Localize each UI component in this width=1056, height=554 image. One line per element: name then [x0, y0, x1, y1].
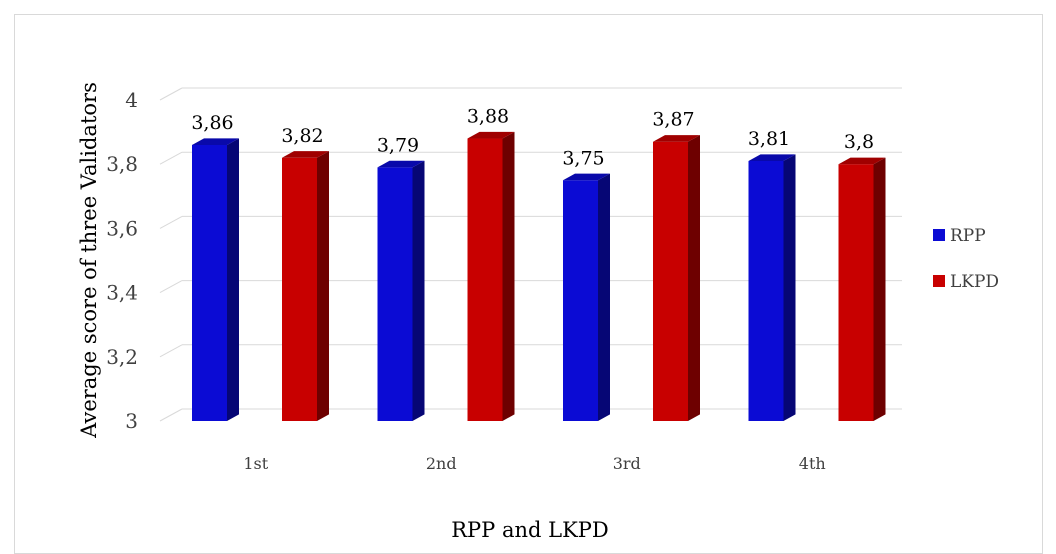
x-axis-ticks: 1st 2nd 3rd 4th — [243, 454, 825, 473]
bar-top — [192, 138, 239, 145]
gridline-depth — [159, 151, 183, 165]
bar-lkpd-1st — [282, 157, 317, 421]
data-label: 3,79 — [377, 134, 419, 156]
data-label: 3,86 — [191, 112, 233, 134]
data-label: 3,8 — [844, 131, 874, 153]
bar-side — [783, 154, 796, 421]
bar-rpp-1st — [192, 144, 227, 421]
x-tick-label: 2nd — [426, 454, 457, 473]
x-axis-title: RPP and LKPD — [451, 518, 609, 542]
bar-side — [873, 157, 886, 421]
bar-side — [598, 173, 610, 421]
legend-label-lkpd: LKPD — [950, 272, 999, 292]
data-labels: 3,86 3,82 3,79 3,88 3,75 3,87 3,81 3,8 — [191, 106, 874, 170]
data-label: 3,88 — [467, 106, 509, 128]
bar-side — [688, 135, 700, 421]
bar-top — [748, 154, 796, 161]
gridline-depth — [159, 87, 183, 101]
gridline-depth — [159, 408, 183, 422]
gridline-depth — [159, 280, 183, 294]
data-label: 3,81 — [748, 128, 790, 150]
data-label: 3,82 — [281, 125, 323, 147]
legend-swatch-rpp — [933, 229, 945, 241]
bar-side — [412, 160, 425, 421]
y-tick-label: 3,6 — [106, 216, 138, 240]
bar-top — [653, 135, 700, 142]
y-axis-ticks: 3 3,2 3,4 3,6 3,8 4 — [106, 88, 138, 433]
gridline-depth — [159, 215, 183, 229]
x-tick-label: 3rd — [613, 454, 641, 473]
y-tick-label: 3,4 — [106, 281, 138, 305]
bars — [192, 131, 886, 422]
bar-top — [377, 160, 425, 168]
gridline-depth — [159, 344, 183, 358]
x-tick-label: 1st — [243, 454, 268, 473]
bar-top — [838, 157, 886, 165]
bar-rpp-3rd — [563, 180, 598, 421]
bar-rpp-2nd — [377, 167, 413, 421]
y-tick-label: 4 — [125, 88, 138, 112]
y-tick-label: 3,8 — [106, 152, 138, 176]
bar-lkpd-2nd — [467, 138, 503, 421]
legend: RPP LKPD — [933, 226, 999, 292]
bar-side — [227, 138, 239, 421]
bar-side — [317, 151, 329, 421]
data-label: 3,87 — [652, 109, 694, 131]
y-tick-label: 3 — [125, 409, 138, 433]
legend-label-rpp: RPP — [950, 226, 986, 246]
x-tick-label: 4th — [799, 454, 826, 473]
legend-swatch-lkpd — [933, 275, 945, 287]
bar-rpp-4th — [748, 160, 784, 422]
bar-lkpd-3rd — [653, 141, 688, 422]
data-label: 3,75 — [562, 147, 604, 169]
bar-top — [563, 173, 610, 181]
bar-lkpd-4th — [838, 164, 874, 421]
bar-top — [282, 151, 329, 158]
bar-side — [502, 131, 515, 422]
y-tick-label: 3,2 — [106, 345, 138, 369]
y-axis-title: Average score of three Validators — [77, 82, 101, 439]
bar-top — [467, 131, 515, 139]
